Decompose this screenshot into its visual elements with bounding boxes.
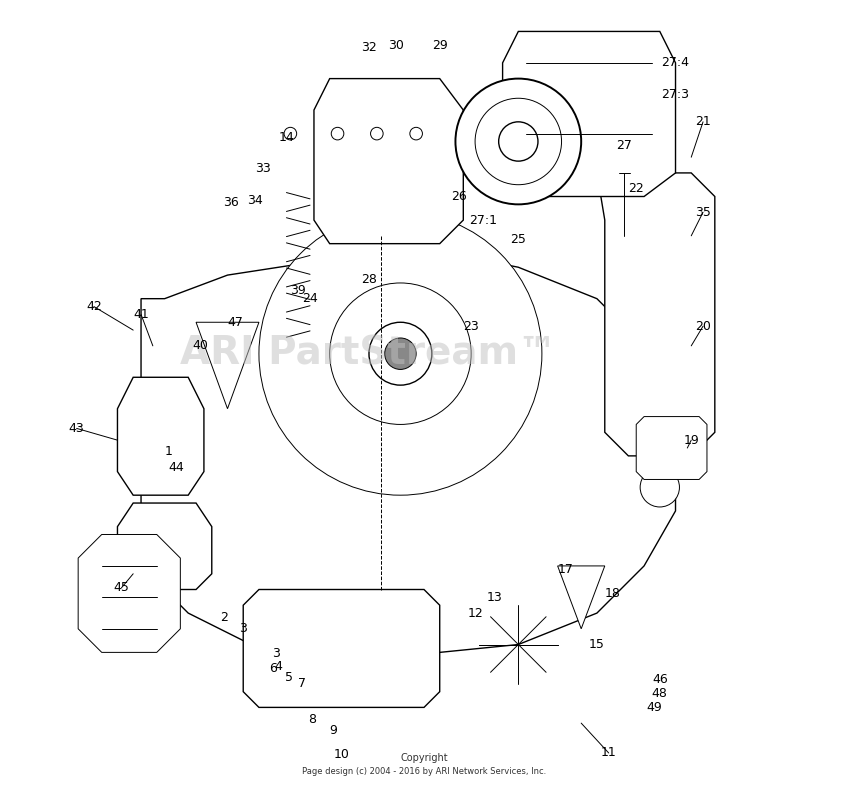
Circle shape [455,79,581,204]
Polygon shape [503,31,676,196]
Polygon shape [118,503,212,590]
Text: 24: 24 [302,292,318,305]
Text: 33: 33 [255,163,271,175]
Circle shape [499,122,538,161]
Text: Copyright: Copyright [400,754,448,763]
Text: 17: 17 [557,564,573,576]
Circle shape [410,127,422,140]
Text: 35: 35 [695,206,711,219]
Text: 45: 45 [114,582,130,594]
Polygon shape [243,590,440,707]
Text: 30: 30 [388,39,404,52]
Polygon shape [196,322,259,409]
Polygon shape [314,79,463,244]
Circle shape [284,127,297,140]
Text: 34: 34 [247,194,263,207]
Text: 32: 32 [361,41,377,53]
Text: 48: 48 [652,687,667,700]
Text: 27:1: 27:1 [469,214,497,226]
Text: 29: 29 [432,39,448,52]
Circle shape [259,212,542,495]
Text: 26: 26 [451,190,467,203]
Text: 14: 14 [279,131,294,144]
Text: 27:4: 27:4 [661,57,689,69]
Text: 41: 41 [133,308,149,321]
Text: 36: 36 [224,196,239,209]
Circle shape [369,322,432,385]
Text: 3: 3 [272,648,280,660]
Text: 1: 1 [165,446,172,458]
Text: 27: 27 [616,139,633,152]
Text: 46: 46 [652,674,667,686]
Text: 8: 8 [309,713,316,725]
Text: 23: 23 [463,320,479,332]
Text: 25: 25 [510,233,527,246]
Text: 15: 15 [589,638,605,651]
Text: 4: 4 [275,660,282,673]
Polygon shape [141,252,676,660]
Text: 22: 22 [628,182,644,195]
Text: 10: 10 [333,748,349,761]
Circle shape [640,468,679,507]
Text: 43: 43 [69,422,85,435]
Text: 39: 39 [290,285,306,297]
Text: 40: 40 [192,340,208,352]
Circle shape [332,127,343,140]
Text: 3: 3 [239,623,247,635]
Text: 21: 21 [695,116,711,128]
Circle shape [385,338,416,369]
Text: 47: 47 [227,316,243,329]
Polygon shape [597,173,715,456]
Circle shape [330,283,471,424]
Text: 28: 28 [361,273,377,285]
Polygon shape [558,566,605,629]
Text: Page design (c) 2004 - 2016 by ARI Network Services, Inc.: Page design (c) 2004 - 2016 by ARI Netwo… [302,767,546,777]
Polygon shape [78,534,181,652]
Text: 11: 11 [601,747,616,759]
Text: 9: 9 [330,725,338,737]
Text: 27:3: 27:3 [661,88,689,101]
Text: ARI PartStream™: ARI PartStream™ [181,335,557,373]
Text: 49: 49 [646,701,662,714]
Text: 7: 7 [298,678,306,690]
Text: 42: 42 [86,300,102,313]
Text: 13: 13 [487,591,503,604]
Circle shape [475,98,561,185]
Text: 6: 6 [269,662,277,674]
Text: 44: 44 [169,461,184,474]
Circle shape [371,127,383,140]
Text: 19: 19 [683,434,699,446]
Text: 18: 18 [605,587,621,600]
Polygon shape [118,377,204,495]
Polygon shape [636,417,707,479]
Text: 12: 12 [467,607,483,619]
Text: 2: 2 [220,611,227,623]
Text: 20: 20 [695,320,711,332]
Text: 5: 5 [285,671,293,684]
